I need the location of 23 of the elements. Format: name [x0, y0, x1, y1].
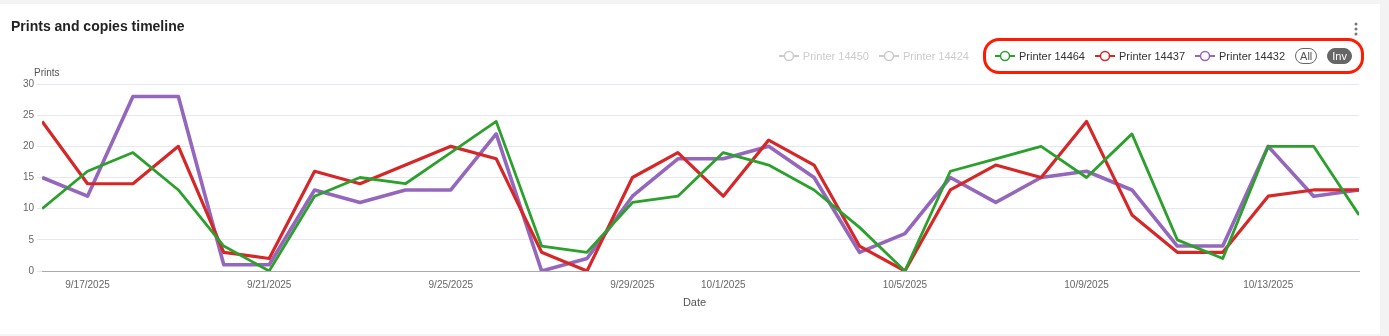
x-tick-label: 10/13/2025: [1243, 278, 1294, 290]
legend-label: Printer 14437: [1118, 50, 1186, 62]
y-tick-label: 10: [23, 202, 35, 214]
x-tick-label: 10/1/2025: [701, 278, 746, 290]
text: All: [1295, 48, 1318, 64]
y-tick-label: 5: [28, 233, 35, 245]
y-tick-label: 25: [23, 108, 35, 120]
x-tick-label: 9/17/2025: [65, 278, 111, 290]
legend-label: Printer 14464: [1018, 50, 1085, 62]
x-tick-label: 9/21/2025: [246, 278, 292, 290]
x-tick-label: 9/25/2025: [428, 278, 474, 290]
y-tick-label: 30: [23, 77, 35, 89]
x-axis-title: Date: [681, 296, 708, 308]
legend-label: Printer 14432: [1219, 50, 1286, 62]
x-tick-label: 10/5/2025: [882, 278, 928, 290]
x-tick-label: 9/29/2025: [610, 278, 656, 290]
text: Inv: [1327, 48, 1352, 64]
x-tick-label: 10/9/2025: [1064, 278, 1110, 290]
y-tick-label: 20: [23, 140, 35, 152]
chart-title: Prints and copies timeline: [11, 18, 185, 34]
y-tick-label: 15: [23, 171, 35, 183]
y-tick-label: 0: [28, 264, 35, 276]
y-axis-title: Prints: [34, 67, 60, 78]
